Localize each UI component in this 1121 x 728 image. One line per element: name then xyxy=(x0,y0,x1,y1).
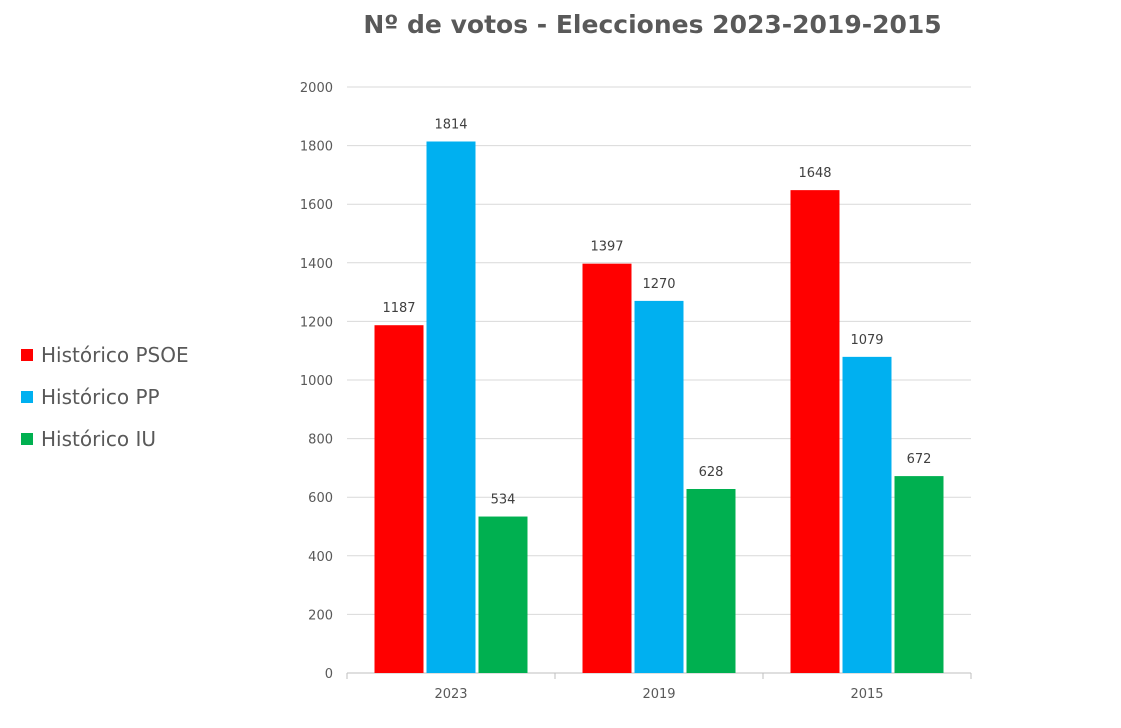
y-tick-label: 1000 xyxy=(300,374,333,389)
bar xyxy=(790,190,840,674)
y-tick-label: 1600 xyxy=(300,198,333,213)
x-tick-label: 2015 xyxy=(850,687,883,702)
data-label: 1648 xyxy=(798,166,831,181)
data-label: 1397 xyxy=(590,240,623,255)
y-tick-label: 1200 xyxy=(300,315,333,330)
chart-title: Nº de votos - Elecciones 2023-2019-2015 xyxy=(363,10,942,39)
y-tick-label: 600 xyxy=(308,491,333,506)
data-label: 534 xyxy=(491,493,516,508)
bar xyxy=(478,516,528,673)
x-tick-label: 2019 xyxy=(642,687,675,702)
data-label: 1814 xyxy=(434,117,467,132)
data-label: 628 xyxy=(699,465,724,480)
legend-swatch-psoe xyxy=(21,349,33,361)
y-tick-label: 1400 xyxy=(300,257,333,272)
data-label: 1079 xyxy=(850,333,883,348)
y-tick-label: 200 xyxy=(308,608,333,623)
bar xyxy=(686,488,736,673)
legend-item-iu: Histórico IU xyxy=(21,418,189,460)
data-label: 1187 xyxy=(382,301,415,316)
bar xyxy=(634,300,684,673)
legend-label-iu: Histórico IU xyxy=(41,427,156,451)
y-tick-label: 1800 xyxy=(300,140,333,155)
y-tick-label: 2000 xyxy=(300,81,333,96)
bar xyxy=(426,141,476,674)
y-tick-label: 800 xyxy=(308,433,333,448)
x-tick-label: 2023 xyxy=(434,687,467,702)
bar xyxy=(842,356,892,673)
bar xyxy=(374,325,424,673)
legend-swatch-pp xyxy=(21,391,33,403)
y-tick-label: 0 xyxy=(325,667,333,682)
legend-item-psoe: Histórico PSOE xyxy=(21,334,189,376)
data-label: 672 xyxy=(907,452,932,467)
bar xyxy=(894,476,944,673)
legend-swatch-iu xyxy=(21,433,33,445)
bar xyxy=(582,263,632,673)
legend-label-pp: Histórico PP xyxy=(41,385,160,409)
y-tick-label: 400 xyxy=(308,550,333,565)
legend-label-psoe: Histórico PSOE xyxy=(41,343,189,367)
legend: Histórico PSOE Histórico PP Histórico IU xyxy=(21,334,189,460)
legend-item-pp: Histórico PP xyxy=(21,376,189,418)
data-label: 1270 xyxy=(642,277,675,292)
